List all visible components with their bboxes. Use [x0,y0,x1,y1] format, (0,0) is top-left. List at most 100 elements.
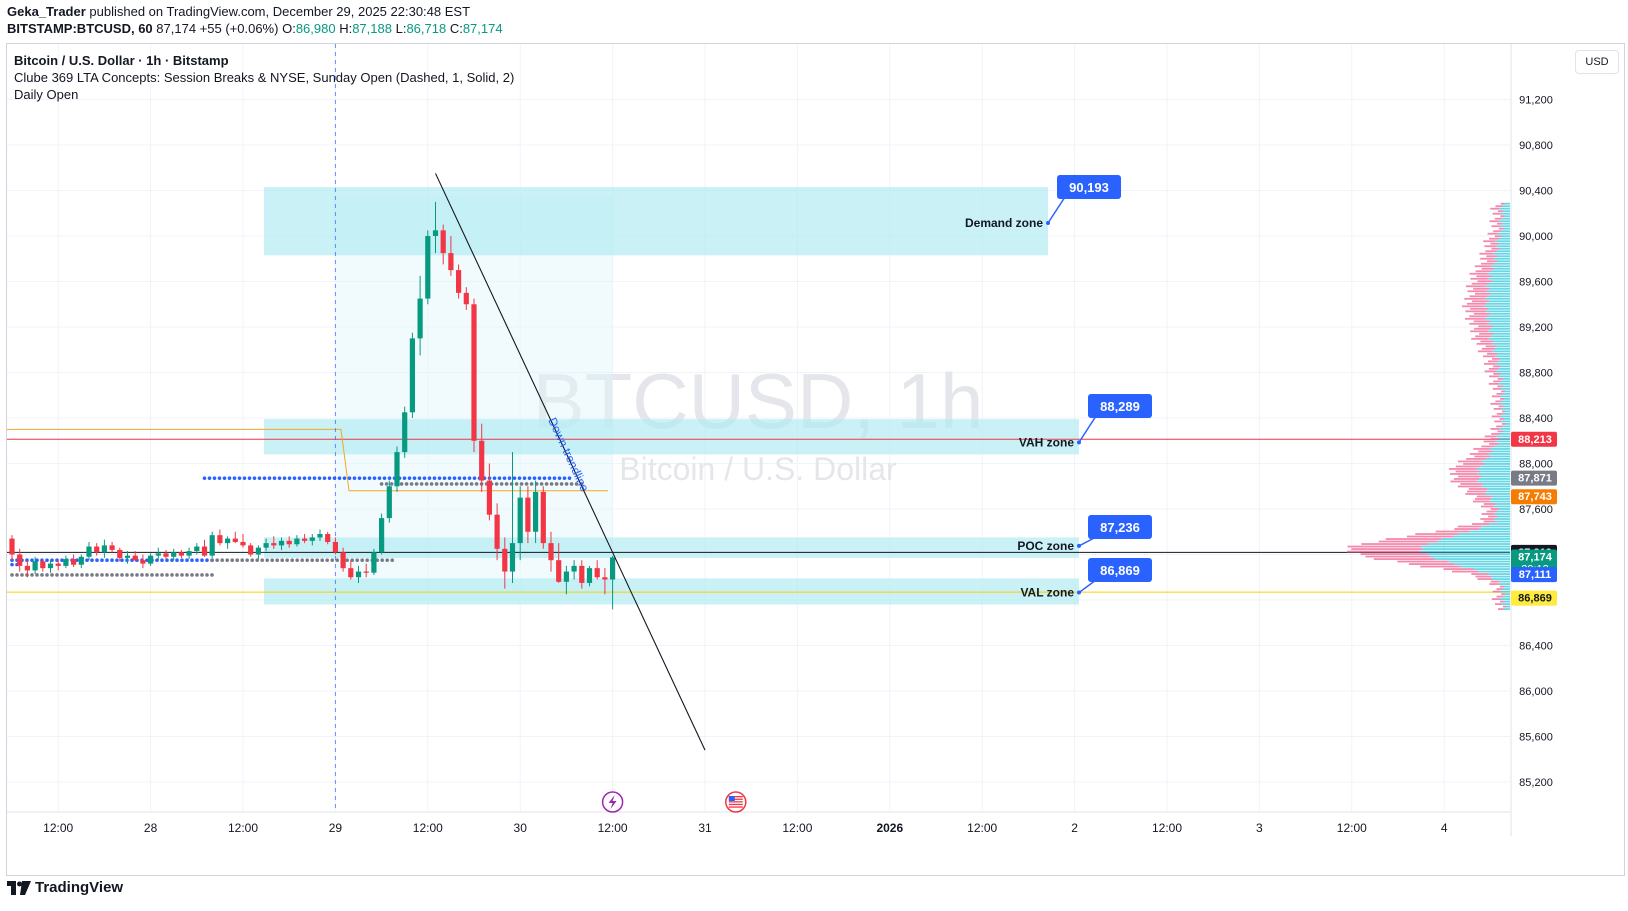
vp-bar-down [1490,428,1500,430]
vp-bar-down [1481,513,1495,515]
dot [447,476,452,480]
lightning-event-icon[interactable] [601,791,624,813]
vp-bar-down [1487,260,1498,263]
vp-bar-down [1457,485,1482,488]
candle [132,551,138,562]
candle [317,529,323,541]
dot [245,558,249,562]
dot [347,476,352,480]
vp-bar-up [1504,397,1510,400]
currency-button[interactable]: USD [1575,50,1619,74]
vp-bar-up [1493,518,1510,520]
dot [80,573,84,577]
vp-bar-down [1484,245,1496,248]
tradingview-footer[interactable]: TradingView [7,879,123,896]
vp-bar-up [1505,593,1510,595]
dot [519,482,524,486]
callout-box [1088,394,1152,418]
candle-body [586,568,593,583]
vp-bar-up [1453,535,1510,538]
vp-bar-down [1493,230,1501,233]
dot [105,573,109,577]
vp-bar-down [1443,568,1474,570]
candle-body [217,535,223,544]
author-name[interactable]: Geka_Trader [7,4,86,19]
candle [363,563,369,578]
vp-bar-down [1499,585,1505,588]
legend-indicator-sessions[interactable]: Clube 369 LTA Concepts: Session Breaks &… [14,70,515,85]
dot [497,476,502,480]
vp-bar-down [1492,212,1501,215]
dot [320,558,325,562]
vp-bar-down [1458,475,1482,478]
legend-indicator-daily-open[interactable]: Daily Open [14,87,79,102]
us-flag-event-icon[interactable] [725,791,747,813]
candle-body [63,559,69,566]
candle [140,554,146,569]
vp-bar-up [1498,515,1510,518]
symbol-line[interactable]: BITSTAMP:BTCUSD, 60 [7,21,153,36]
vp-bar-up [1505,390,1510,393]
candle-body [240,541,246,546]
candle [571,560,577,580]
dot [70,573,74,577]
zone-name-label: VAL zone [1020,586,1074,600]
vp-bar-down [1474,455,1491,458]
candle-body [132,555,138,561]
dot [385,558,390,562]
candle [471,298,477,453]
candle-body [402,412,408,453]
vp-bar-up [1498,220,1510,223]
time-axis-tick: 2 [1071,821,1078,835]
candle [24,560,30,578]
dot [429,482,434,486]
candle [602,568,608,595]
dot [467,476,472,480]
dot [85,573,89,577]
dot [422,476,427,480]
price-axis-tick: 90,800 [1519,140,1553,152]
vp-bar-up [1427,553,1510,555]
vp-bar-down [1481,445,1495,448]
vp-bar-up [1501,603,1510,605]
price-axis-tick: 88,000 [1519,459,1553,471]
price-tag-label: 86,869 [1518,593,1552,605]
vp-bar-up [1480,470,1510,473]
dot [212,476,217,480]
candle [71,554,77,568]
flag-stripe [728,798,743,800]
vp-bar-down [1453,478,1480,480]
dot [110,558,114,562]
candle-body [602,577,608,580]
vp-bar-down [1497,430,1504,433]
legend-title[interactable]: Bitcoin / U.S. Dollar · 1h · Bitstamp [14,53,229,68]
candle [263,538,269,552]
price-tag-label: 87,111 [1519,569,1551,581]
candle-body [525,497,531,532]
dot [549,482,554,486]
vp-bar-up [1498,375,1510,378]
vp-bar-up [1469,530,1510,533]
vp-bar-down [1346,550,1421,553]
candle-body [124,555,131,558]
candle-body [232,538,238,542]
chart-frame[interactable] [6,43,1625,876]
vp-bar-down [1475,575,1491,578]
vp-bar-down [1491,598,1500,600]
candles [9,201,616,610]
open-value: 86,980 [295,21,336,36]
price-axis-tick: 88,400 [1519,413,1553,425]
dot [200,573,204,577]
dot [265,558,270,562]
vp-bar-down [1490,402,1500,405]
vp-bar-down [1491,433,1500,435]
candle [594,560,600,580]
price-axis-tick: 85,600 [1519,732,1553,744]
dot [464,482,469,486]
vp-bar-down [1480,262,1495,265]
vp-bar-up [1499,395,1510,398]
vp-bar-up [1484,297,1510,300]
vp-bar-up [1502,222,1510,225]
dot [185,558,189,562]
